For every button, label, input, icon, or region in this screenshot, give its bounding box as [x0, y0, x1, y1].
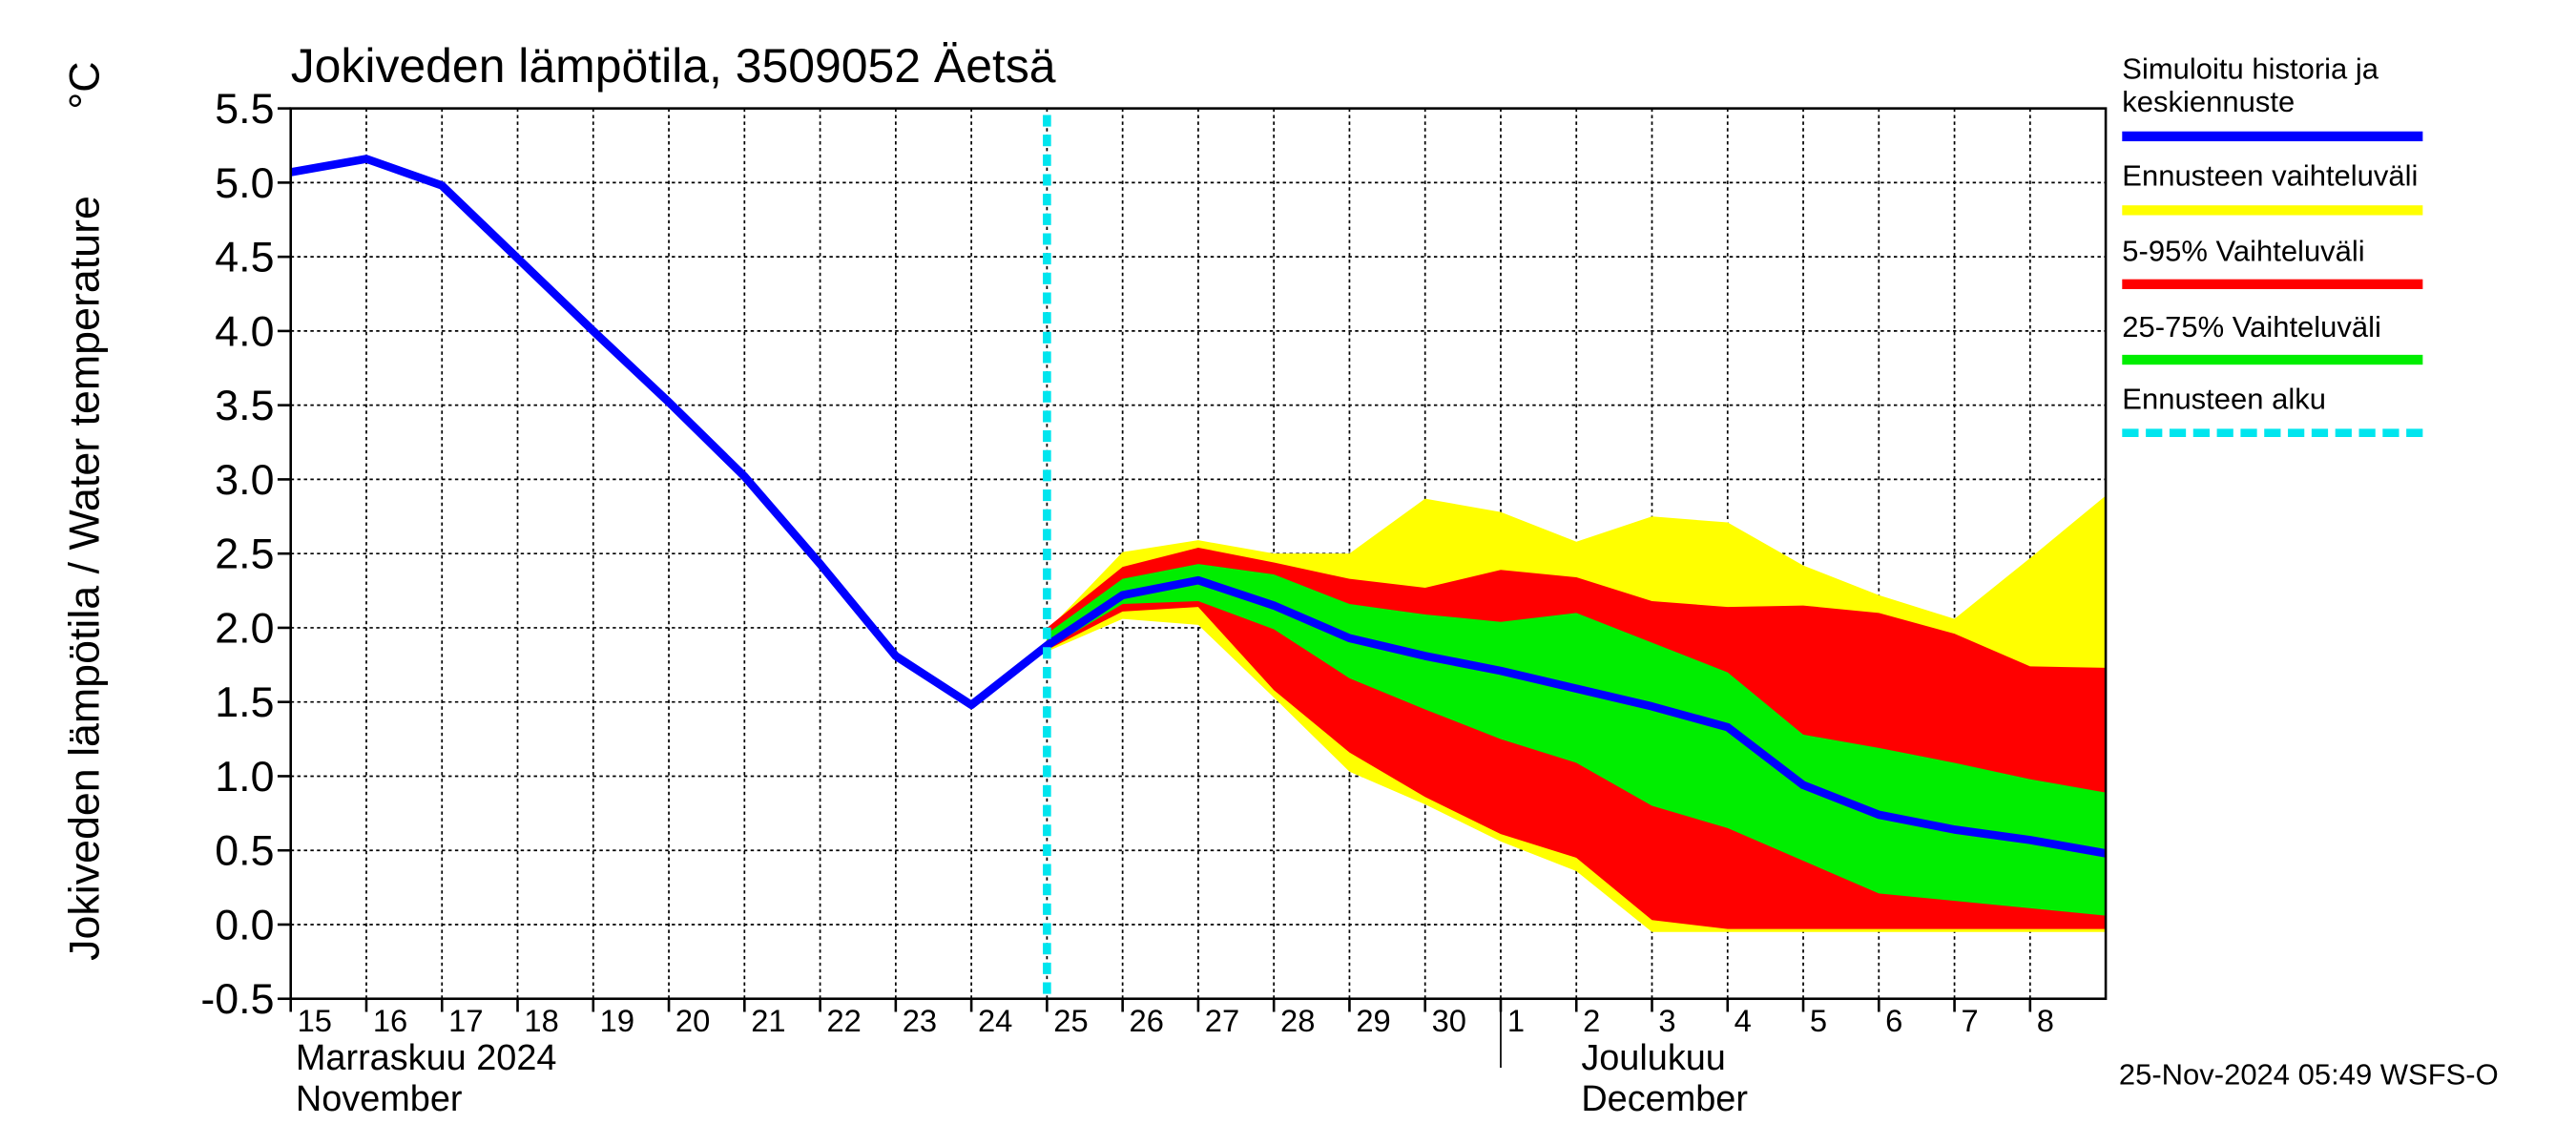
x-tick-label: 24	[978, 1003, 1012, 1038]
x-tick-label: 19	[600, 1003, 634, 1038]
y-axis-unit: °C	[60, 61, 108, 109]
y-tick-label: 4.5	[215, 234, 274, 281]
y-tick-label: 3.0	[215, 456, 274, 504]
month-sublabel: December	[1581, 1079, 1748, 1119]
x-tick-label: 21	[751, 1003, 785, 1038]
x-tick-label: 2	[1583, 1003, 1600, 1038]
month-sublabel: November	[296, 1079, 463, 1119]
legend-swatch	[2122, 131, 2423, 142]
y-tick-label: 0.0	[215, 901, 274, 948]
y-tick-label: 1.0	[215, 753, 274, 801]
y-tick-label: -0.5	[200, 975, 274, 1023]
plot-frame	[289, 107, 2108, 1001]
x-tick-label: 15	[298, 1003, 332, 1038]
y-tick-label: 3.5	[215, 382, 274, 429]
x-tick-label: 29	[1356, 1003, 1390, 1038]
x-tick-label: 6	[1885, 1003, 1902, 1038]
y-axis-label: Jokiveden lämpötila / Water temperature	[60, 196, 108, 961]
legend-label: 25-75% Vaihteluväli	[2122, 310, 2381, 344]
legend-label: 5-95% Vaihteluväli	[2122, 235, 2365, 268]
legend-label: Ennusteen alku	[2122, 383, 2326, 416]
y-tick-label: 5.0	[215, 159, 274, 207]
legend-swatch	[2122, 279, 2423, 290]
x-tick-label: 18	[524, 1003, 558, 1038]
x-tick-label: 16	[373, 1003, 407, 1038]
legend-label: Simuloitu historia ja keskiennuste	[2122, 52, 2379, 118]
x-tick-label: 25	[1053, 1003, 1088, 1038]
band	[1047, 564, 2107, 916]
x-tick-label: 1	[1507, 1003, 1525, 1038]
x-tick-label: 30	[1432, 1003, 1466, 1038]
chart-title: Jokiveden lämpötila, 3509052 Äetsä	[291, 39, 1056, 93]
x-tick-label: 5	[1810, 1003, 1827, 1038]
legend-swatch	[2122, 428, 2423, 437]
x-tick-label: 23	[903, 1003, 937, 1038]
x-tick-label: 7	[1961, 1003, 1978, 1038]
month-label: Marraskuu 2024	[296, 1038, 557, 1078]
x-tick-label: 28	[1280, 1003, 1315, 1038]
y-tick-label: 4.0	[215, 307, 274, 355]
x-tick-label: 22	[826, 1003, 861, 1038]
y-tick-label: 5.5	[215, 85, 274, 133]
y-tick-label: 2.0	[215, 604, 274, 652]
legend-swatch	[2122, 354, 2423, 365]
x-tick-label: 3	[1658, 1003, 1675, 1038]
x-tick-label: 27	[1205, 1003, 1239, 1038]
line	[289, 155, 2107, 858]
x-tick-label: 20	[675, 1003, 710, 1038]
y-tick-label: 0.5	[215, 827, 274, 875]
y-tick-label: 2.5	[215, 531, 274, 578]
x-tick-label: 8	[2037, 1003, 2054, 1038]
timestamp: 25-Nov-2024 05:49 WSFS-O	[2118, 1057, 2499, 1092]
x-tick-label: 4	[1735, 1003, 1752, 1038]
y-tick-label: 1.5	[215, 678, 274, 726]
x-tick-label: 17	[448, 1003, 483, 1038]
legend-label: Ennusteen vaihteluväli	[2122, 158, 2419, 193]
x-tick-label: 26	[1130, 1003, 1164, 1038]
legend-swatch	[2122, 205, 2423, 216]
month-label: Joulukuu	[1581, 1038, 1726, 1078]
